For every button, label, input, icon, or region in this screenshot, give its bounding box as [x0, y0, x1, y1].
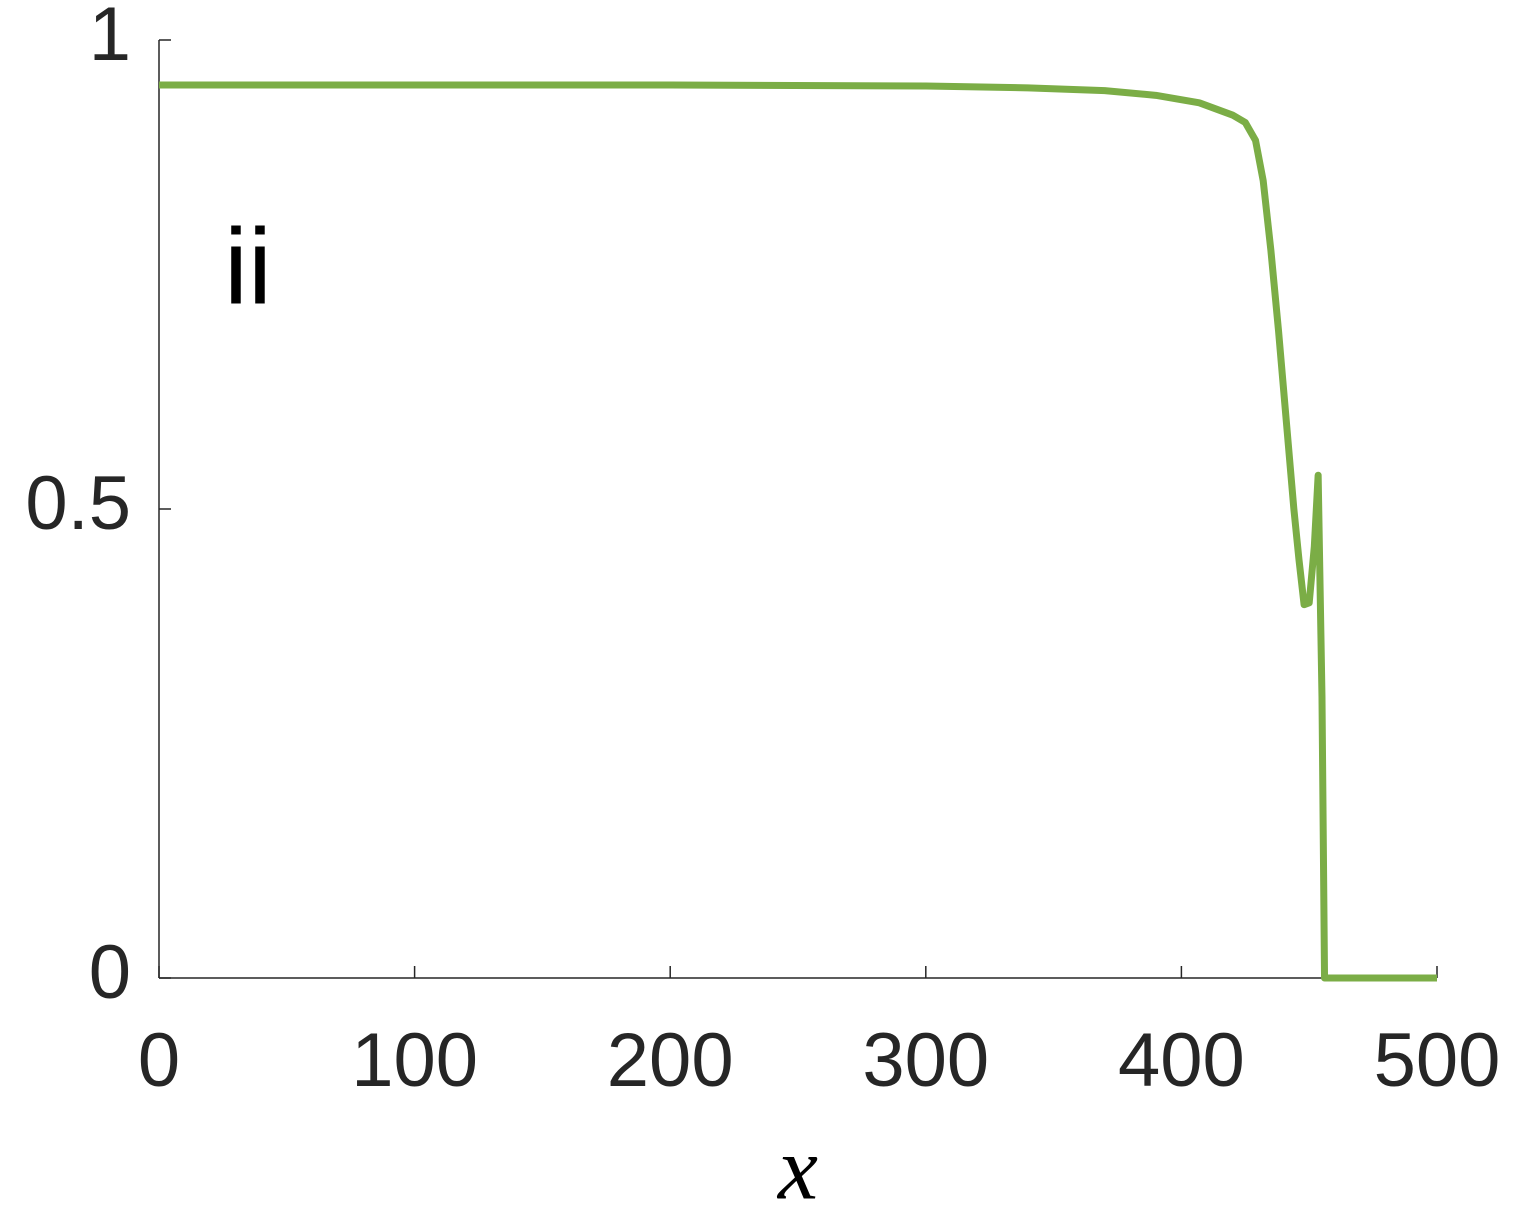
annotation: ii	[224, 206, 272, 327]
y-tick-label: 1	[89, 0, 131, 77]
x-tick-label: 200	[607, 1018, 734, 1103]
x-tick-label: 0	[138, 1018, 180, 1103]
x-tick-label: 100	[351, 1018, 478, 1103]
x-tick-label: 400	[1118, 1018, 1245, 1103]
data-line	[159, 81, 1437, 982]
x-axis-label: x	[776, 1120, 818, 1219]
y-tick-label: 0.5	[25, 461, 131, 546]
x-tick-label: 300	[862, 1018, 989, 1103]
y-tick-label: 0	[89, 930, 131, 1015]
x-tick-label: 500	[1374, 1018, 1501, 1103]
